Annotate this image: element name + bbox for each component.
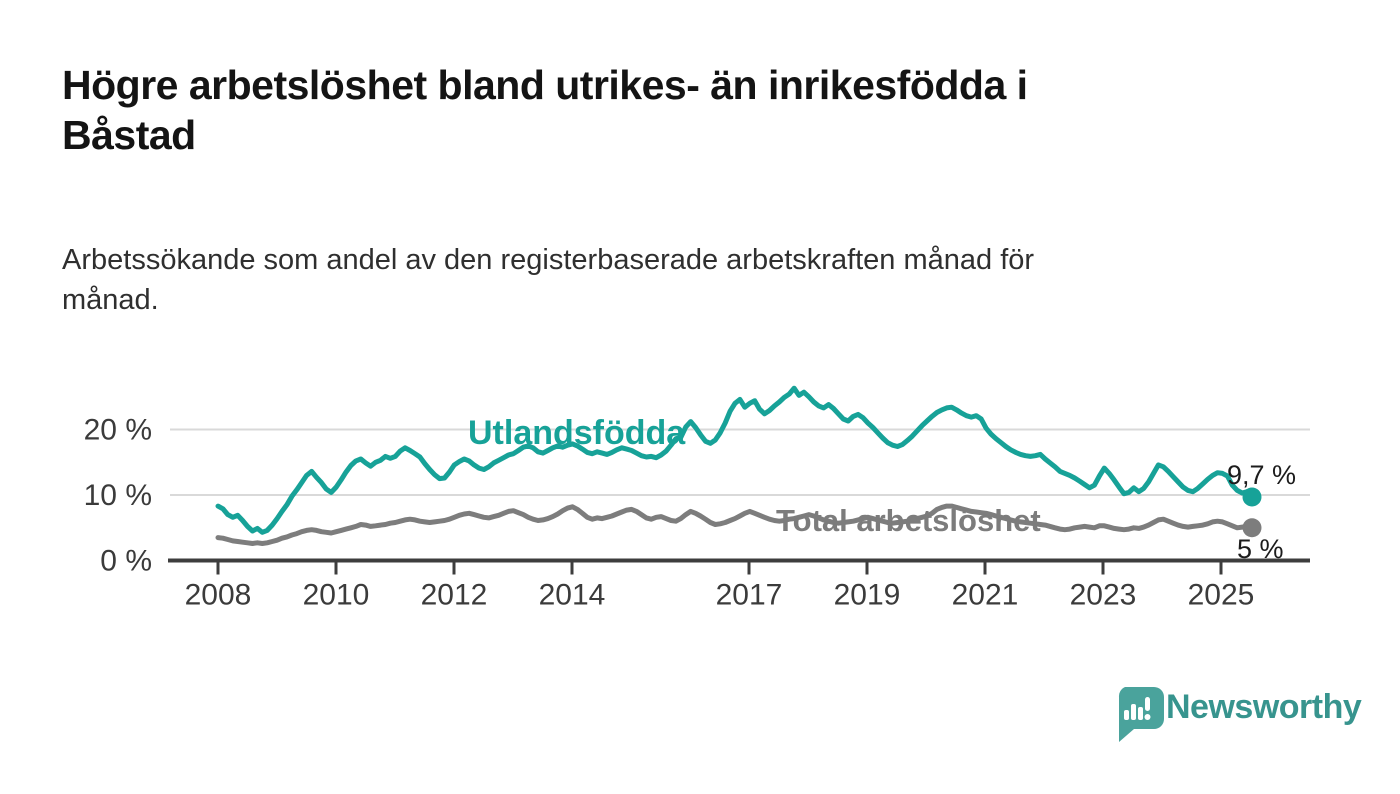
page-subtitle: Arbetssökande som andel av den registerb… <box>62 240 1262 320</box>
y-tick-label-0: 0 % <box>100 545 152 578</box>
x-tick-label-2023: 2023 <box>1070 579 1137 612</box>
x-tick-label-2025: 2025 <box>1188 579 1255 612</box>
end-value-label-total: 5 % <box>1237 534 1284 564</box>
x-tick-label-2012: 2012 <box>421 579 488 612</box>
y-tick-label-10: 10 % <box>84 479 152 512</box>
series-line-0 <box>215 385 1255 535</box>
title-line-2: Båstad <box>62 112 196 159</box>
title-line-1: Högre arbetslöshet bland utrikes- än inr… <box>62 62 1028 108</box>
newsworthy-wordmark: Newsworthy <box>1166 688 1362 726</box>
series-label-total-arbetsloshet: Total arbetslöshet <box>776 503 1041 538</box>
series-end-dot-0 <box>1242 487 1262 507</box>
end-value-label-utlandsfodda: 9,7 % <box>1227 460 1297 490</box>
newsworthy-brand: Newsworthy <box>1113 686 1373 746</box>
subtitle-line-2: månad. <box>62 284 159 317</box>
x-tick-label-2010: 2010 <box>303 579 370 612</box>
x-tick-label-2014: 2014 <box>539 579 606 612</box>
subtitle-line-1: Arbetssökande som andel av den registerb… <box>62 244 1035 276</box>
x-tick-label-2019: 2019 <box>834 579 901 612</box>
y-tick-label-20: 20 % <box>84 414 152 447</box>
series-line-1 <box>215 503 1255 546</box>
x-tick-label-2021: 2021 <box>952 579 1019 612</box>
series-end-dot-1 <box>1242 518 1262 538</box>
x-tick-label-2008: 2008 <box>185 579 252 612</box>
series-label-utlandsfodda: Utlandsfödda <box>468 414 686 452</box>
newsworthy-logo-icon <box>1118 687 1164 742</box>
page-title: Högre arbetslöshet bland utrikes- än inr… <box>62 60 1232 160</box>
x-tick-label-2017: 2017 <box>716 579 783 612</box>
